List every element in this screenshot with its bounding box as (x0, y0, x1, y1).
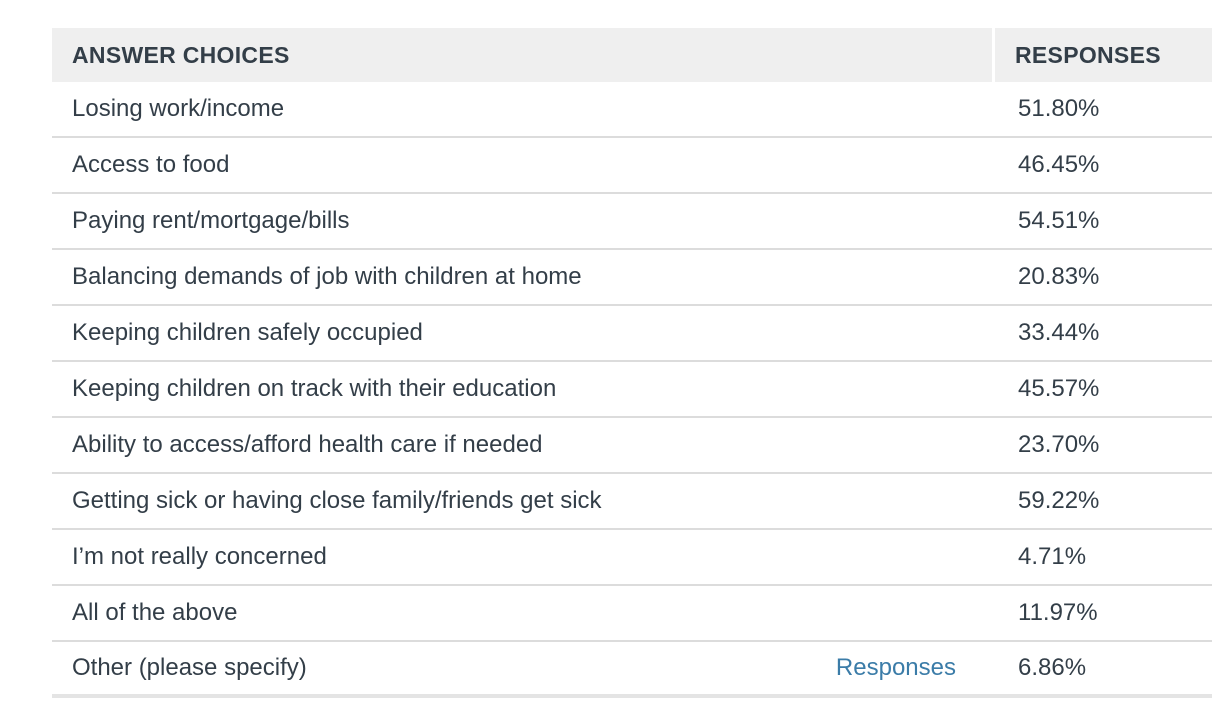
table-row: Paying rent/mortgage/bills 54.51% (52, 194, 1212, 250)
table-row: Access to food 46.45% (52, 138, 1212, 194)
answer-choice-label: Keeping children on track with their edu… (52, 375, 998, 403)
answer-choice-text: Other (please specify) (72, 654, 307, 681)
table-row: Getting sick or having close family/frie… (52, 474, 1212, 530)
table-row: Ability to access/afford health care if … (52, 418, 1212, 474)
answer-choice-label: All of the above (52, 599, 998, 627)
table-row: All of the above 11.97% (52, 586, 1212, 642)
answer-choice-text: Balancing demands of job with children a… (72, 263, 582, 290)
table-row: Keeping children on track with their edu… (52, 362, 1212, 418)
answer-choices-header: ANSWER CHOICES (52, 28, 995, 82)
response-percentage: 6.86% (1018, 654, 1087, 681)
answer-choice-text: Keeping children safely occupied (72, 319, 423, 346)
answer-choice-label: Ability to access/afford health care if … (52, 431, 998, 459)
answer-choice-text: All of the above (72, 599, 238, 626)
answer-choice-text: Paying rent/mortgage/bills (72, 207, 350, 234)
answer-choice-text: Keeping children on track with their edu… (72, 375, 557, 402)
table-header-row: ANSWER CHOICES RESPONSES (52, 28, 1212, 82)
response-percentage: 45.57% (1018, 375, 1100, 402)
response-percentage: 11.97% (1018, 599, 1098, 626)
response-percentage: 20.83% (1018, 263, 1100, 290)
answer-choice-text: Access to food (72, 151, 230, 178)
answer-choice-label: Balancing demands of job with children a… (52, 263, 998, 291)
response-percentage: 59.22% (1018, 487, 1100, 514)
answer-choice-text: I’m not really concerned (72, 543, 327, 570)
other-responses-link[interactable]: Responses (835, 654, 956, 681)
answer-choice-text: Losing work/income (72, 95, 285, 122)
answer-choice-label: Keeping children safely occupied (52, 319, 998, 347)
table-row: I’m not really concerned 4.71% (52, 530, 1212, 586)
response-percentage: 51.80% (1018, 95, 1100, 122)
answer-choice-text: Getting sick or having close family/frie… (72, 487, 602, 514)
answer-choice-label: Paying rent/mortgage/bills (52, 207, 998, 235)
answer-choice-text: Ability to access/afford health care if … (72, 431, 543, 458)
table-row: Balancing demands of job with children a… (52, 250, 1212, 306)
response-percentage: 4.71% (1018, 543, 1087, 570)
response-percentage: 23.70% (1018, 431, 1100, 458)
table-row: Keeping children safely occupied 33.44% (52, 306, 1212, 362)
response-percentage: 54.51% (1018, 207, 1100, 234)
response-percentage: 33.44% (1018, 319, 1100, 346)
answer-choices-table: ANSWER CHOICES RESPONSES Losing work/inc… (52, 28, 1212, 698)
responses-header: RESPONSES (1015, 41, 1161, 68)
response-percentage: 46.45% (1018, 151, 1100, 178)
answer-choice-label: Other (please specify) Responses (52, 654, 998, 682)
answer-choice-label: Access to food (52, 151, 998, 179)
table-row: Losing work/income 51.80% (52, 82, 1212, 138)
table-row: Other (please specify) Responses 6.86% (52, 642, 1212, 698)
answer-choice-label: I’m not really concerned (52, 543, 998, 571)
answer-choice-label: Losing work/income (52, 95, 998, 123)
answer-choice-label: Getting sick or having close family/frie… (52, 487, 998, 515)
